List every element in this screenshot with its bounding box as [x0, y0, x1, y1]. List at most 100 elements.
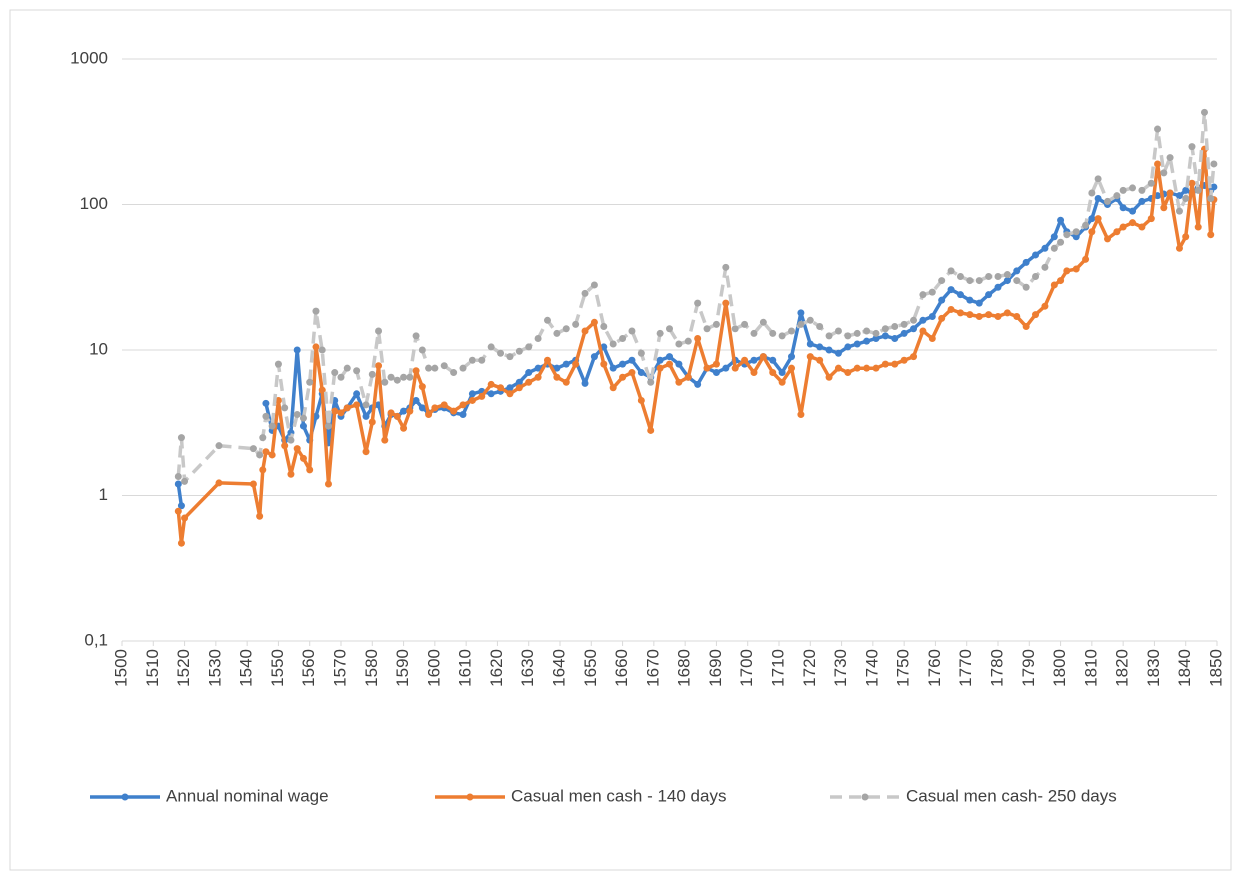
- x-tick-label: 1820: [1113, 649, 1132, 687]
- data-point: [487, 380, 495, 388]
- data-point: [440, 362, 448, 370]
- data-point: [985, 291, 993, 299]
- data-point: [362, 412, 370, 420]
- data-point: [459, 364, 467, 372]
- data-point: [368, 370, 376, 378]
- x-tick-label: 1560: [299, 649, 318, 687]
- data-point: [318, 386, 326, 394]
- x-tick-label: 1740: [862, 649, 881, 687]
- data-point: [1003, 271, 1011, 279]
- x-tick-label: 1760: [925, 649, 944, 687]
- data-point: [590, 281, 598, 289]
- data-point: [900, 356, 908, 364]
- data-point: [797, 320, 805, 328]
- data-point: [712, 360, 720, 368]
- data-point: [1129, 184, 1137, 192]
- data-point: [468, 356, 476, 364]
- x-tick-label: 1770: [956, 649, 975, 687]
- chart-border: [9, 9, 1232, 871]
- data-point: [553, 329, 561, 337]
- data-point: [919, 327, 927, 335]
- data-point: [406, 407, 414, 415]
- data-point: [581, 289, 589, 297]
- x-tick-label: 1650: [581, 649, 600, 687]
- data-point: [1104, 235, 1111, 243]
- data-point: [1022, 323, 1030, 331]
- data-point: [778, 369, 786, 377]
- data-point: [1138, 197, 1146, 205]
- data-point: [400, 424, 408, 432]
- data-point: [281, 404, 289, 412]
- data-point: [525, 343, 533, 351]
- data-point: [553, 364, 561, 372]
- data-point: [1188, 143, 1196, 151]
- data-point: [375, 327, 383, 335]
- data-point: [387, 409, 395, 417]
- data-point: [834, 349, 842, 357]
- data-point: [468, 390, 476, 398]
- data-point: [268, 422, 276, 430]
- data-point: [262, 448, 270, 456]
- y-tick-label: 1: [99, 485, 108, 504]
- data-point: [400, 407, 408, 415]
- data-point: [1013, 267, 1021, 275]
- data-point: [956, 291, 964, 299]
- data-point: [412, 367, 420, 375]
- data-point: [534, 364, 542, 372]
- data-point: [1210, 183, 1218, 191]
- data-point: [293, 346, 301, 354]
- data-point: [581, 327, 589, 335]
- data-point: [362, 448, 370, 456]
- data-point: [1032, 311, 1040, 319]
- data-point: [215, 442, 223, 450]
- data-point: [797, 309, 805, 317]
- data-point: [181, 514, 189, 522]
- data-point: [788, 364, 796, 372]
- data-point: [393, 376, 401, 384]
- x-tick-label: 1800: [1050, 649, 1069, 687]
- data-point: [1160, 204, 1168, 212]
- data-point: [947, 286, 955, 294]
- data-point: [1113, 228, 1121, 236]
- data-point: [418, 383, 426, 391]
- data-point: [299, 414, 307, 422]
- data-point: [562, 325, 570, 333]
- data-point: [741, 356, 749, 364]
- data-point: [1050, 233, 1058, 241]
- data-point: [956, 273, 964, 281]
- data-point: [525, 378, 533, 386]
- data-point: [406, 373, 414, 381]
- data-point: [1041, 302, 1049, 310]
- data-point: [731, 364, 739, 372]
- data-point: [425, 411, 433, 419]
- data-point: [418, 346, 426, 354]
- data-point: [215, 479, 223, 487]
- data-point: [1166, 189, 1174, 197]
- data-point: [694, 334, 702, 342]
- data-point: [910, 353, 918, 361]
- data-point: [425, 364, 433, 372]
- data-point: [459, 401, 467, 409]
- data-point: [1050, 281, 1058, 289]
- data-point: [543, 356, 551, 364]
- data-point: [825, 373, 833, 381]
- data-point: [1210, 160, 1218, 168]
- data-point: [975, 312, 983, 320]
- x-tick-label: 1730: [831, 649, 850, 687]
- data-point: [994, 283, 1002, 291]
- data-point: [331, 369, 339, 377]
- data-point: [675, 378, 683, 386]
- data-point: [919, 316, 927, 324]
- data-point: [259, 466, 267, 474]
- data-point: [306, 378, 314, 386]
- legend-marker: [861, 793, 869, 801]
- data-point: [1113, 192, 1121, 200]
- data-point: [844, 343, 852, 351]
- data-point: [1194, 186, 1202, 194]
- data-point: [985, 311, 993, 319]
- data-point: [881, 332, 889, 340]
- data-point: [259, 434, 267, 442]
- data-point: [1022, 258, 1030, 266]
- data-point: [1072, 228, 1080, 236]
- x-tick-label: 1510: [143, 649, 162, 687]
